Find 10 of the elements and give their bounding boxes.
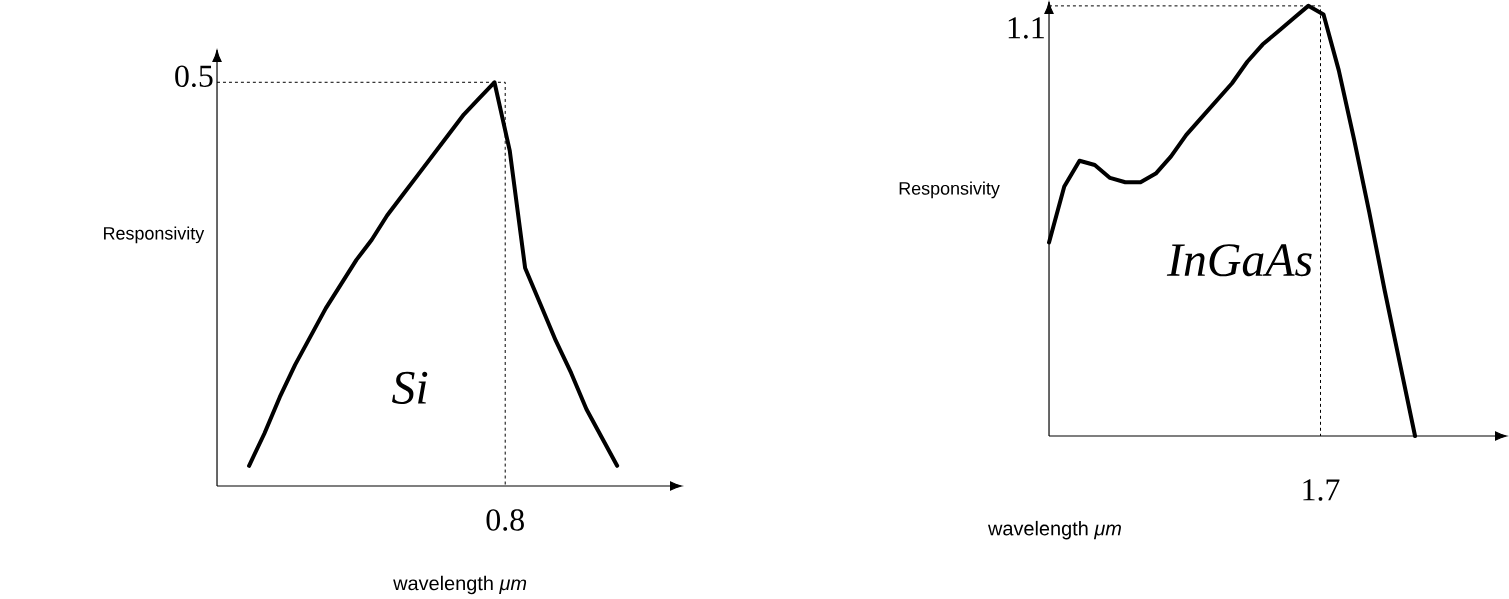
x-axis-title: wavelength μm <box>393 575 527 595</box>
text: 1.7 <box>1303 479 1340 501</box>
annotation: 1.1 <box>1008 17 1044 39</box>
series-label: Si <box>392 371 428 404</box>
text: 0.8 <box>486 509 524 531</box>
x-axis-title: wavelength μm <box>987 520 1121 540</box>
y-axis-title: Responsivity <box>899 181 1000 199</box>
series-label: InGaAs <box>1166 244 1312 277</box>
y-axis-title: Responsivity <box>104 226 205 244</box>
text: 0.5 <box>175 65 213 88</box>
